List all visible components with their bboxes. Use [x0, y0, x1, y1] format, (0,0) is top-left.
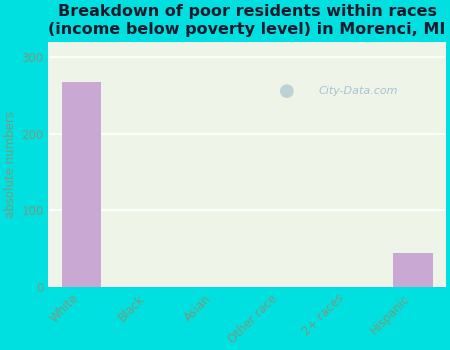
Bar — [393, 252, 432, 287]
Text: ●: ● — [279, 82, 295, 100]
Text: City-Data.com: City-Data.com — [319, 86, 398, 96]
Bar — [62, 82, 101, 287]
Y-axis label: absolute numbers: absolute numbers — [4, 111, 17, 218]
Title: Breakdown of poor residents within races
(income below poverty level) in Morenci: Breakdown of poor residents within races… — [49, 4, 446, 36]
